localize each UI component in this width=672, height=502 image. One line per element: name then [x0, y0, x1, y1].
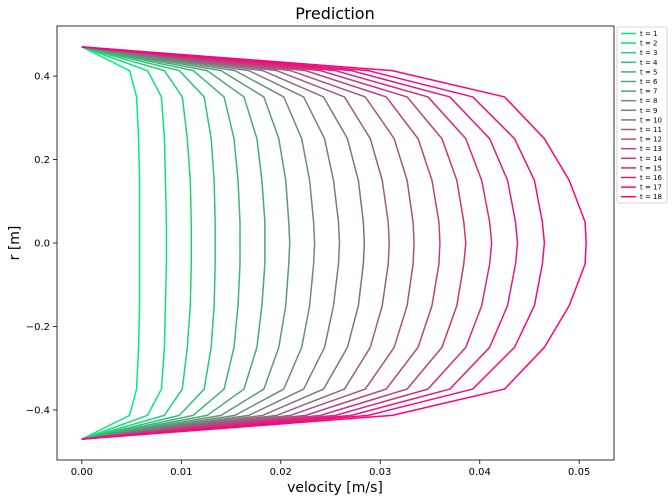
legend-label: t = 2: [640, 40, 658, 48]
legend-label: t = 14: [640, 155, 663, 163]
y-tick-label: −0.4: [26, 405, 50, 416]
series-line-t18: [81, 46, 587, 440]
x-tick-label: 0.02: [270, 467, 292, 478]
legend-label: t = 13: [640, 145, 662, 153]
x-axis-label: velocity [m/s]: [287, 480, 383, 496]
series-line-t12: [81, 46, 415, 440]
legend-label: t = 15: [640, 164, 662, 172]
legend-label: t = 16: [640, 174, 663, 182]
legend-label: t = 12: [640, 136, 662, 144]
x-axis: 0.00 0.01 0.02 0.03 0.04 0.05: [71, 460, 590, 478]
series-line-t10: [81, 46, 366, 440]
y-tick-label: 0.2: [34, 155, 50, 166]
legend-label: t = 18: [640, 193, 662, 201]
series-line-t8: [81, 46, 316, 440]
legend-label: t = 9: [640, 107, 658, 115]
y-axis: −0.4 −0.2 0.0 0.2 0.4: [26, 72, 57, 416]
x-tick-label: 0.01: [170, 467, 192, 478]
legend-label: t = 17: [640, 184, 662, 192]
legend-label: t = 10: [640, 116, 662, 124]
y-tick-label: 0.0: [34, 239, 50, 250]
x-tick-label: 0.05: [568, 467, 590, 478]
legend-label: t = 5: [640, 68, 658, 76]
legend-label: t = 8: [640, 97, 658, 105]
legend: t = 1 t = 2t = 3 t = 4t = 5 t = 6 t = 7t = 8…: [616, 26, 668, 204]
series-line-t2: [81, 46, 168, 440]
series-line-t17: [81, 46, 546, 440]
legend-label: t = 3: [640, 49, 658, 57]
series-line-t11: [81, 46, 390, 440]
series-line-t9: [81, 46, 341, 440]
x-tick-label: 0.00: [71, 467, 93, 478]
legend-label: t = 11: [640, 126, 662, 134]
chart-title: Prediction: [295, 4, 374, 23]
legend-label: t = 7: [640, 88, 658, 96]
series-line-t14: [81, 46, 467, 440]
series-line-t4: [81, 46, 216, 440]
series-line-t7: [81, 46, 291, 440]
x-tick-label: 0.04: [469, 467, 491, 478]
series-line-t5: [81, 46, 241, 440]
legend-label: t = 6: [640, 78, 658, 86]
series-line-t3: [81, 46, 193, 440]
series-line-t13: [81, 46, 441, 440]
y-axis-label: r [m]: [7, 226, 23, 261]
series-line-t6: [81, 46, 266, 440]
series-line-t16: [81, 46, 519, 440]
x-tick-label: 0.03: [369, 467, 391, 478]
y-tick-label: 0.4: [34, 72, 50, 83]
legend-label: t = 4: [640, 59, 658, 67]
legend-label: t = 1: [640, 30, 658, 38]
y-tick-label: −0.2: [26, 322, 50, 333]
series-line-t1: [81, 46, 141, 440]
series-line-t15: [81, 46, 493, 440]
series-lines: [81, 46, 587, 440]
